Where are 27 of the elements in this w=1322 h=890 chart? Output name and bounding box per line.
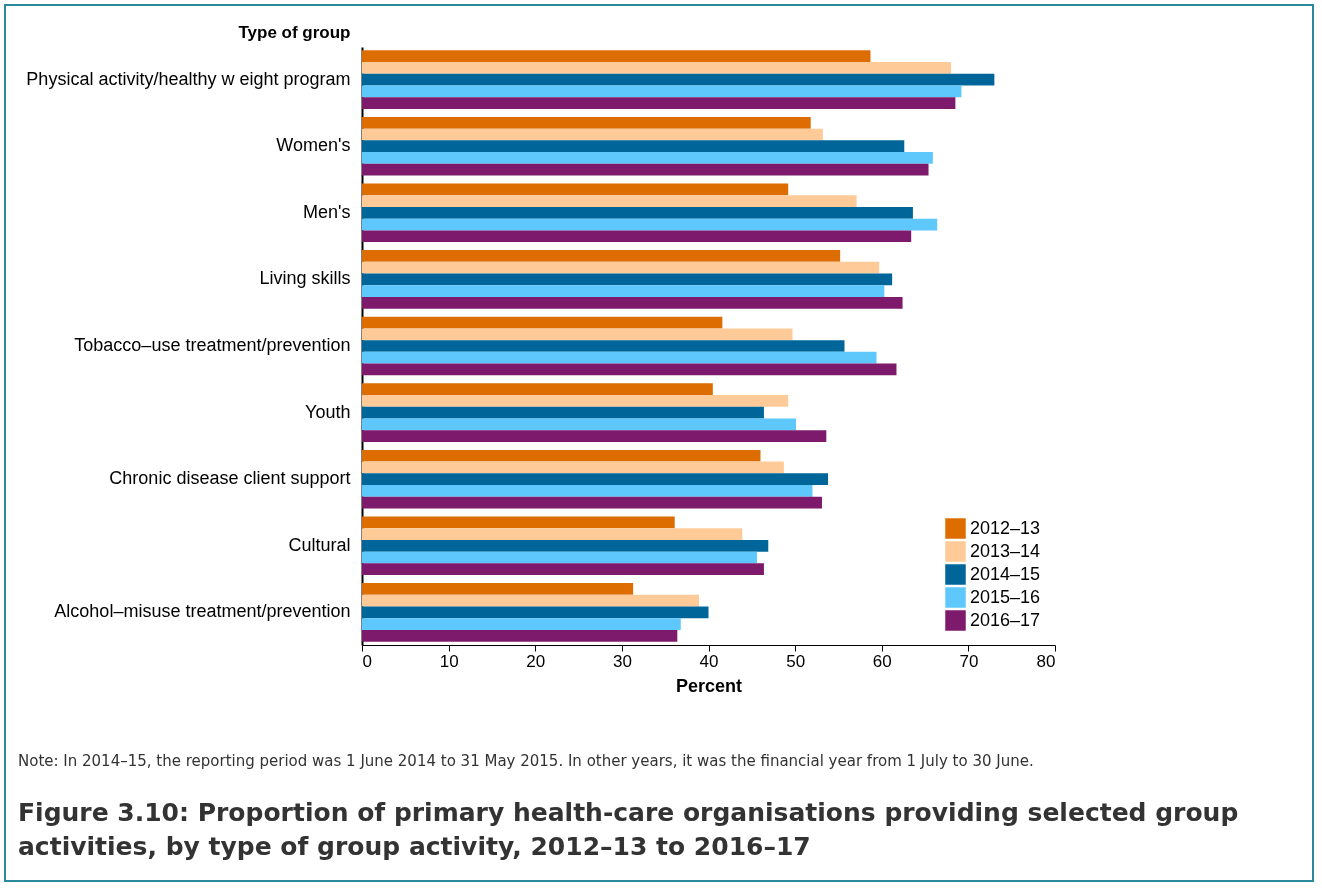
legend-label: 2015–16 [970,586,1041,607]
y-tick-label: Women's [276,135,351,156]
y-tick-label: Chronic disease client support [109,468,351,489]
x-tick-label: 60 [872,651,892,671]
x-tick-label: 80 [1036,651,1056,671]
legend-label: 2014–15 [970,563,1041,584]
x-axis-title: Percent [675,675,743,696]
x-tick-label: 20 [526,651,546,671]
text: Note: In 2014–15, the reporting period was 1 June 2014 to 31 May 2015. In other years, it was the financial year from 1 July to 30 June. [18,752,1034,770]
y-tick-label: Living skills [259,268,351,289]
legend-label: 2016–17 [970,609,1041,630]
y-tick-label: Tobacco–use treatment/prevention [74,335,351,355]
y-tick-label: Alcohol–misuse treatment/prevention [54,601,351,622]
y-tick-label: Men's [303,201,351,222]
legend-label: 2012–13 [970,517,1041,538]
y-tick-label: Physical activity/healthy w eight program [26,68,351,89]
x-tick-label: 40 [699,651,719,671]
x-tick-label: 0 [362,651,372,671]
y-tick-label: Cultural [288,534,351,555]
x-tick-label: 30 [612,651,632,671]
x-tick-label: 10 [439,651,459,671]
x-tick-label: 70 [959,651,979,671]
y-axis-title: Type of group [238,22,351,42]
y-tick-label: Youth [305,401,351,422]
legend-label: 2013–14 [970,540,1041,561]
x-tick-label: 50 [786,651,806,671]
text: Figure 3.10: Proportion of primary health-care organisations providing selected group activities, by type of group activity, 2012–13 to 2016–17 [18,797,1240,863]
